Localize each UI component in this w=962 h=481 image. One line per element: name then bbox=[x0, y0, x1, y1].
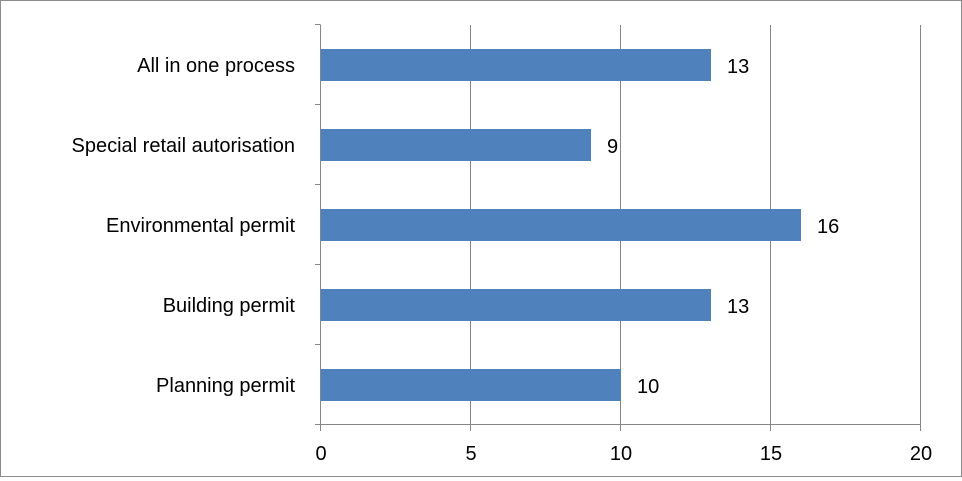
bars bbox=[321, 49, 801, 401]
data-label: 13 bbox=[727, 56, 749, 78]
axes bbox=[315, 24, 921, 431]
x-tick-label-20: 20 bbox=[910, 443, 932, 465]
category-label: Planning permit bbox=[156, 375, 295, 397]
category-label: Environmental permit bbox=[106, 215, 295, 237]
x-tick-label-0: 0 bbox=[315, 443, 326, 465]
category-label: All in one process bbox=[137, 55, 295, 77]
data-label: 13 bbox=[727, 296, 749, 318]
bar bbox=[321, 129, 591, 161]
bar bbox=[321, 209, 801, 241]
data-label: 10 bbox=[637, 376, 659, 398]
data-label: 16 bbox=[817, 216, 839, 238]
labels: 0 5 10 15 20 All in one process 13 Special reta… bbox=[72, 55, 933, 465]
x-tick-label-10: 10 bbox=[610, 443, 632, 465]
bar bbox=[321, 289, 711, 321]
data-label: 9 bbox=[607, 136, 618, 158]
category-label: Building permit bbox=[163, 295, 296, 317]
x-tick-label-5: 5 bbox=[465, 443, 476, 465]
bar bbox=[321, 49, 711, 81]
bar bbox=[321, 369, 621, 401]
x-tick-label-15: 15 bbox=[760, 443, 782, 465]
category-label: Special retail autorisation bbox=[72, 135, 295, 157]
